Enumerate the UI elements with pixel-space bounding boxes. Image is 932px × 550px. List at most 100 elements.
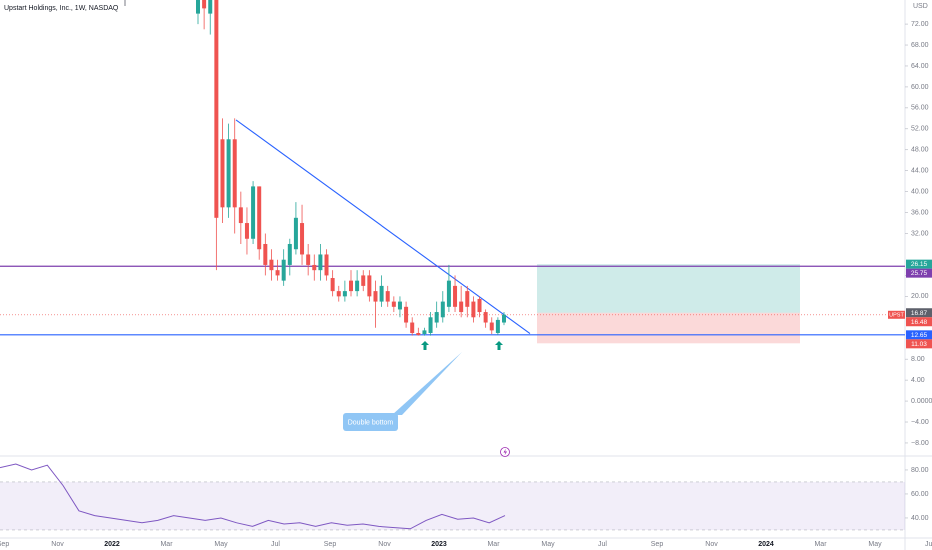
- candle-body: [244, 223, 249, 239]
- price-tag-label: 12.65: [911, 332, 928, 339]
- candle: [202, 0, 207, 30]
- candle-body: [422, 330, 427, 335]
- trendline: [235, 119, 531, 334]
- price-tag: [906, 268, 932, 278]
- candle-body: [483, 312, 488, 323]
- x-tick-label: Mar: [160, 541, 173, 548]
- price-tag-label: 26.15: [911, 261, 928, 268]
- callout-pointer: [392, 352, 462, 415]
- candle: [489, 317, 494, 335]
- arrow-icon: [421, 341, 429, 350]
- x-tick-label: 2022: [104, 541, 120, 548]
- price-tag: [906, 317, 932, 327]
- candle: [269, 249, 274, 281]
- price-tag-label: 11.03: [911, 341, 927, 348]
- candle: [342, 280, 347, 302]
- up-arrow: [421, 341, 503, 350]
- candle-body: [355, 280, 360, 292]
- y-tick-label: 32.00: [911, 230, 929, 237]
- x-tick-label: May: [541, 541, 555, 548]
- y-tick-label: 52.00: [911, 126, 929, 133]
- x-tick-label: Nov: [51, 541, 64, 548]
- candle-body: [471, 301, 476, 318]
- candle: [453, 275, 458, 313]
- candle: [306, 243, 311, 276]
- candle-body: [275, 270, 280, 276]
- candle: [257, 186, 262, 260]
- callout-text: Double bottom: [348, 419, 394, 426]
- candle-body: [385, 291, 390, 302]
- candle-body: [379, 285, 384, 302]
- rsi-tick-label: 60.00: [911, 491, 929, 498]
- loss-zone: [537, 312, 800, 344]
- candle: [330, 270, 335, 297]
- candle-body: [367, 275, 372, 297]
- candle: [232, 118, 237, 234]
- candle: [391, 296, 396, 313]
- candle-body: [269, 259, 274, 271]
- candle: [422, 327, 427, 336]
- y-tick-label: 0.0000: [911, 398, 932, 405]
- candle-body: [202, 0, 207, 9]
- candle-body: [434, 312, 439, 323]
- x-tick-label: Jul: [598, 541, 607, 548]
- candle-body: [257, 186, 262, 250]
- candle: [263, 233, 268, 276]
- price-tag: [906, 308, 932, 318]
- candle-body: [263, 243, 268, 265]
- x-tick-label: Sep: [651, 541, 664, 548]
- candle: [471, 296, 476, 323]
- candle-body: [391, 301, 396, 307]
- candle: [281, 249, 286, 286]
- x-tick-label: May: [868, 541, 882, 548]
- candle: [477, 296, 482, 318]
- y-tick-label: 40.00: [911, 188, 929, 195]
- candle-body: [446, 280, 451, 307]
- candle: [287, 238, 292, 276]
- price-tag-label: 25.75: [911, 270, 928, 277]
- y-tick-label: −8.00: [911, 440, 929, 447]
- y-tick-label: 8.00: [911, 356, 925, 363]
- rsi-tick-label: 80.00: [911, 467, 929, 474]
- candle: [220, 118, 225, 224]
- currency-label: USD: [913, 3, 928, 10]
- candle: [385, 285, 390, 307]
- candle-body: [220, 139, 225, 208]
- candle: [361, 270, 366, 292]
- rsi-band: [0, 481, 905, 530]
- candle: [275, 259, 280, 281]
- candle: [293, 202, 298, 255]
- x-tick-label: Nov: [378, 541, 391, 548]
- x-tick-label: Sep: [0, 541, 9, 548]
- x-tick-label: Nov: [705, 541, 718, 548]
- candle: [208, 0, 213, 35]
- candle-body: [324, 254, 329, 276]
- candle-body: [416, 333, 421, 336]
- rsi-line: [0, 463, 506, 530]
- candle: [502, 312, 506, 326]
- x-tick-label: Jul: [925, 541, 932, 548]
- candle: [355, 270, 360, 297]
- price-tag: [906, 259, 932, 269]
- x-tick-label: Jul: [271, 541, 280, 548]
- candle: [373, 280, 378, 328]
- candle: [428, 312, 433, 336]
- candle-body: [226, 139, 231, 208]
- y-tick-label: 36.00: [911, 209, 929, 216]
- candle-body: [440, 301, 445, 318]
- rsi-tick-label: 40.00: [911, 515, 929, 522]
- candle-body: [330, 278, 335, 292]
- candle-body: [465, 291, 470, 307]
- y-tick-label: 64.00: [911, 63, 929, 70]
- candle: [465, 285, 470, 318]
- event-icon-bolt: [503, 448, 507, 456]
- candle: [196, 0, 200, 25]
- profit-zone: [537, 264, 800, 313]
- candle: [336, 285, 341, 302]
- candle-body: [306, 254, 311, 265]
- candle: [379, 275, 384, 307]
- y-tick-label: −4.00: [911, 419, 929, 426]
- candle-body: [410, 322, 415, 334]
